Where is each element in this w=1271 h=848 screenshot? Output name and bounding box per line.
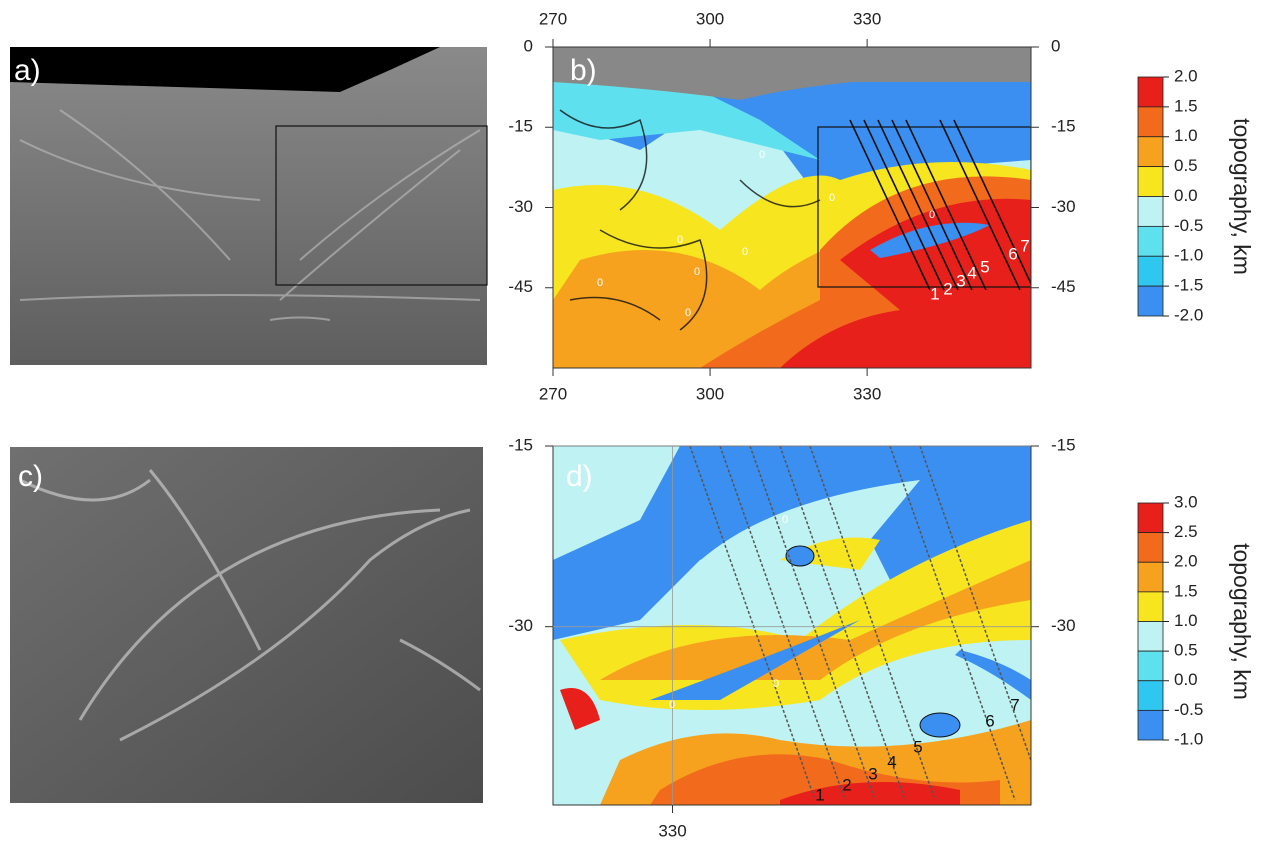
track-label: 6: [985, 711, 994, 730]
contour-label: 0: [759, 149, 765, 161]
x-tick-label: 330: [658, 821, 686, 840]
color-swatch: [1138, 226, 1163, 256]
colorbar-tick-label: 1.5: [1174, 96, 1198, 115]
colorbar-tick-label: -0.5: [1174, 216, 1203, 235]
colorbar-tick-label: -0.5: [1174, 700, 1203, 719]
contour-label: 0: [773, 678, 779, 690]
color-swatch: [1138, 710, 1163, 740]
y-tick-label: -45: [1051, 277, 1076, 296]
track-label: 5: [913, 737, 922, 756]
y-tick-label: -30: [1051, 616, 1076, 635]
colorbar-tick-label: -1.0: [1174, 729, 1203, 748]
colorbar-tick-label: -2.0: [1174, 305, 1203, 324]
colorbar-tick-label: 2.5: [1174, 522, 1198, 541]
figure: a) b) c): [0, 0, 1271, 843]
y-tick-label: 0: [524, 36, 533, 55]
track-label: 3: [868, 764, 877, 783]
track-label: 2: [943, 279, 952, 298]
colorbar-title: topography, km: [1229, 118, 1255, 275]
contour-label: 0: [829, 192, 835, 204]
contour-label: 0: [694, 266, 700, 278]
color-swatch: [1138, 651, 1163, 681]
track-label: 5: [980, 257, 989, 276]
colorbar-tick-label: 1.0: [1174, 611, 1198, 630]
color-swatch: [1138, 77, 1163, 107]
panel-label: b): [570, 54, 597, 87]
contour-label: 0: [669, 699, 675, 711]
map-b: [553, 47, 1034, 368]
colorbar-tick-label: -1.0: [1174, 246, 1203, 265]
panel-label: a): [14, 54, 41, 87]
y-tick-label: -15: [1051, 435, 1076, 454]
track-label: 7: [1010, 695, 1019, 714]
colorbar-tick-label: 0.0: [1174, 186, 1198, 205]
y-tick-label: -15: [508, 117, 533, 136]
colorbar-tick-label: 3.0: [1174, 492, 1198, 511]
color-swatch: [1138, 256, 1163, 286]
map-d: [553, 446, 1045, 805]
y-tick-label: -15: [508, 435, 533, 454]
color-swatch: [1138, 592, 1163, 622]
panel-a: a): [10, 47, 487, 365]
contour-label: 0: [929, 209, 935, 221]
colorbar-tick-label: 1.5: [1174, 581, 1198, 600]
color-swatch: [1138, 197, 1163, 227]
y-tick-label: -45: [508, 277, 533, 296]
colorbar-tick-label: 0.5: [1174, 156, 1198, 175]
colorbar-tick-label: 0.0: [1174, 670, 1198, 689]
colorbars: 2.0 1.5 1.0 0.5 0.0 -0.5 -1.0 -1.5 -2.0 topograph…: [1138, 66, 1255, 748]
x-tick-label: 330: [853, 9, 881, 28]
color-swatch: [1138, 167, 1163, 197]
color-swatch: [1138, 562, 1163, 592]
color-swatch: [1138, 137, 1163, 167]
y-tick-label: -30: [1051, 197, 1076, 216]
y-tick-label: -15: [1051, 117, 1076, 136]
colorbar-tick-label: 2.0: [1174, 552, 1198, 571]
track-label: 1: [815, 785, 824, 804]
panel-label: c): [18, 460, 43, 493]
track-label: 7: [1020, 236, 1029, 255]
color-swatch: [1138, 681, 1163, 711]
track-label: 2: [842, 775, 851, 794]
x-tick-label: 330: [853, 384, 881, 403]
x-tick-label: 300: [696, 9, 724, 28]
color-swatch: [1138, 286, 1163, 316]
color-swatch: [1138, 503, 1163, 533]
color-swatch: [1138, 533, 1163, 563]
panel-c: c): [10, 447, 483, 803]
contour-label: 0: [742, 246, 748, 258]
track-label: 6: [1008, 244, 1017, 263]
colorbar-tick-label: 1.0: [1174, 126, 1198, 145]
contour-label: 0: [677, 234, 683, 246]
colorbar-tick-label: 0.5: [1174, 641, 1198, 660]
track-label: 3: [956, 271, 965, 290]
contour-label: 0: [685, 307, 691, 319]
contour-label: 0: [597, 277, 603, 289]
y-tick-label: -30: [508, 616, 533, 635]
y-tick-label: 0: [1051, 36, 1060, 55]
colorbar-title: topography, km: [1229, 543, 1255, 700]
track-label: 4: [967, 263, 976, 282]
track-label: 1: [930, 284, 939, 303]
x-tick-label: 300: [696, 384, 724, 403]
image: [10, 47, 487, 365]
colorbar-tick-label: -1.5: [1174, 276, 1203, 295]
x-tick-label: 270: [539, 384, 567, 403]
color-swatch: [1138, 107, 1163, 137]
contour-label: 0: [782, 514, 788, 526]
panel-label: d): [566, 460, 593, 493]
colorbar-tick-label: 2.0: [1174, 66, 1198, 85]
x-tick-label: 270: [539, 9, 567, 28]
track-label: 4: [887, 752, 896, 771]
y-tick-label: -30: [508, 197, 533, 216]
color-swatch: [1138, 622, 1163, 652]
